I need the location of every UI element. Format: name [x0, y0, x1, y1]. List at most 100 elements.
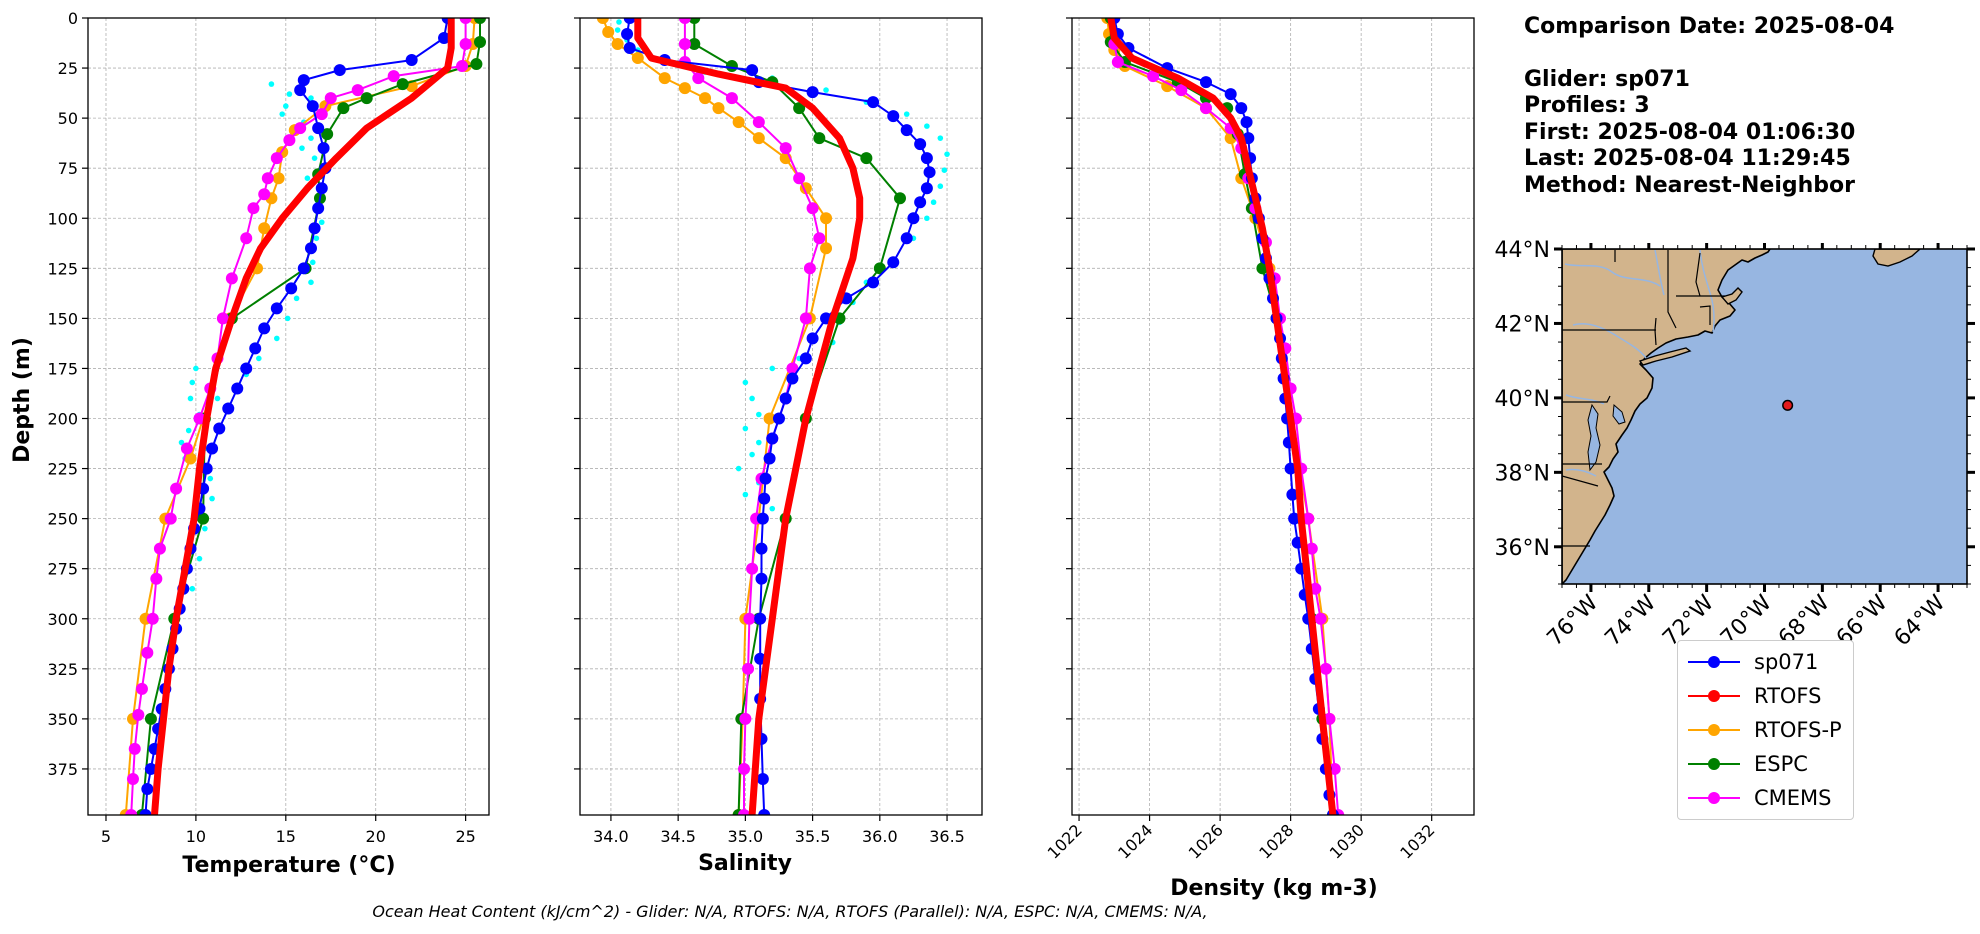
raw-point: [284, 315, 291, 322]
data-point: [867, 96, 880, 109]
data-point: [225, 272, 238, 285]
data-point: [213, 422, 226, 435]
raw-point: [937, 135, 944, 141]
data-point: [312, 202, 325, 215]
data-point: [758, 809, 771, 815]
data-point: [1200, 76, 1212, 89]
raw-point: [756, 439, 762, 446]
raw-point: [308, 279, 314, 286]
x-tick-label: 34.5: [660, 827, 696, 846]
series-rtofs: [151, 18, 455, 815]
data-point: [141, 782, 154, 795]
x-tick-label: 15: [276, 827, 296, 846]
raw-point: [769, 365, 776, 372]
raw-point: [749, 395, 755, 402]
data-point: [304, 242, 317, 255]
data-point: [144, 712, 157, 725]
salinity-plot-area: [596, 18, 950, 815]
data-point: [474, 36, 487, 49]
series-espc: [135, 18, 487, 815]
data-point: [887, 110, 900, 123]
profile-count: Profiles: 3: [1524, 93, 1650, 118]
raw-point: [318, 219, 325, 226]
data-point: [333, 64, 346, 77]
y-tick-label: 325: [47, 660, 78, 679]
data-point: [1224, 88, 1237, 101]
data-point: [860, 152, 873, 165]
data-point: [772, 412, 785, 425]
raw-point: [930, 199, 937, 206]
legend-item-cmems: CMEMS: [1688, 781, 1832, 815]
data-point: [799, 352, 812, 365]
data-point: [631, 52, 644, 65]
data-point: [459, 18, 472, 24]
data-point: [803, 262, 816, 275]
raw-point: [742, 379, 749, 386]
data-point: [317, 142, 330, 155]
data-point: [150, 572, 163, 585]
legend-swatch-espc: [1688, 754, 1740, 774]
data-point: [222, 402, 235, 415]
map-lon-label: 64°W: [1890, 590, 1951, 651]
data-point: [1305, 542, 1318, 555]
legend-swatch-rtofs-p: [1688, 720, 1740, 740]
map-nova-scotia: [1872, 249, 1922, 267]
series-sp071: [621, 18, 936, 815]
data-point: [141, 646, 154, 659]
map-lat-label: 38°N: [1495, 461, 1550, 486]
data-point: [1240, 116, 1253, 129]
raw-point: [937, 183, 944, 190]
raw-point: [268, 81, 275, 87]
map-cape-cod: [1720, 287, 1743, 305]
raw-point: [187, 395, 194, 402]
raw-point: [214, 395, 221, 402]
data-point: [763, 412, 776, 425]
data-point: [231, 382, 244, 395]
raw-point: [313, 235, 320, 242]
y-tick-label: 275: [47, 560, 78, 579]
legend-label: CMEMS: [1754, 786, 1832, 810]
data-point: [658, 72, 671, 85]
data-point: [321, 128, 334, 141]
last-time: Last: 2025-08-04 11:29:45: [1524, 146, 1851, 171]
salinity-axis-label: Salinity: [698, 851, 792, 876]
data-point: [456, 60, 469, 73]
data-point: [793, 102, 806, 115]
data-point: [725, 92, 738, 105]
y-tick-label: 175: [47, 359, 78, 378]
data-point: [623, 42, 636, 55]
data-point: [297, 74, 310, 87]
data-point: [692, 72, 705, 85]
legend-label: sp071: [1754, 650, 1819, 674]
data-point: [315, 108, 328, 121]
data-point: [739, 712, 752, 725]
data-point: [743, 612, 756, 625]
raw-point: [309, 259, 316, 266]
y-tick-label: 225: [47, 460, 78, 479]
data-point: [688, 18, 701, 24]
raw-point: [256, 355, 262, 362]
data-point: [602, 26, 615, 39]
x-tick-label: 1028: [1255, 820, 1297, 862]
temperature-axis-label: Temperature (°C): [182, 853, 395, 878]
data-point: [820, 212, 833, 225]
data-point: [135, 682, 148, 695]
legend-label: RTOFS: [1754, 684, 1822, 708]
data-point: [746, 562, 759, 575]
map-lat-label: 42°N: [1495, 312, 1550, 337]
glider-name: Glider: sp071: [1524, 66, 1690, 92]
x-tick-label: 25: [455, 827, 475, 846]
raw-point: [308, 95, 314, 101]
raw-point: [299, 145, 305, 151]
data-point: [308, 222, 321, 235]
raw-point: [823, 87, 829, 93]
data-point: [249, 342, 262, 355]
y-tick-label: 100: [47, 209, 78, 228]
data-point: [1175, 84, 1188, 97]
first-time: First: 2025-08-04 01:06:30: [1524, 119, 1856, 145]
series-sp071: [1108, 18, 1339, 815]
raw-point: [207, 475, 214, 482]
data-point: [1286, 488, 1299, 501]
data-point: [193, 412, 206, 425]
data-point: [285, 282, 298, 295]
